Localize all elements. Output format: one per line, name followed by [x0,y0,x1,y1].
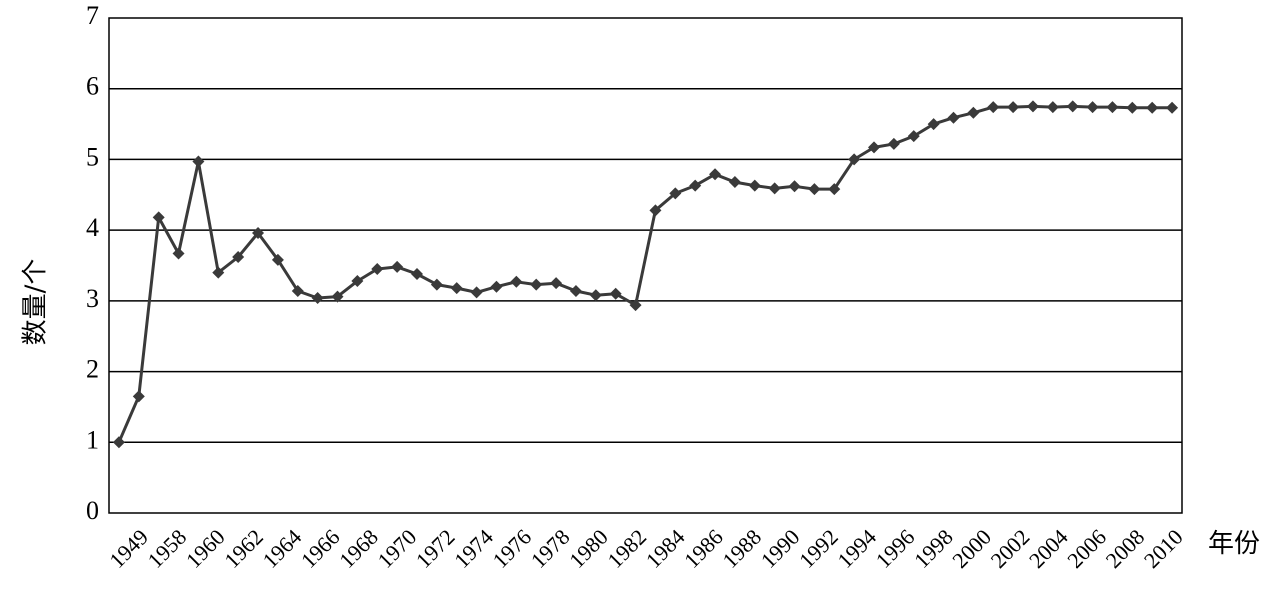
data-point [490,280,503,293]
data-point [887,137,900,150]
x-tick-label: 1949 [104,524,153,573]
data-point [987,101,1000,114]
data-point [868,141,881,154]
data-point [569,284,582,297]
y-tick-label: 5 [86,142,99,171]
data-point [550,277,563,290]
y-tick-label: 1 [86,425,99,454]
data-point [291,284,304,297]
x-tick-label: 1964 [258,524,307,573]
x-axis-label: 年份 [1208,529,1260,559]
series-line [117,104,1173,443]
data-point [1086,101,1099,114]
data-point [351,275,364,288]
data-point [788,180,801,193]
data-point [748,179,761,192]
x-tick-label: 1996 [871,524,920,573]
x-tick-label: 1998 [909,524,958,573]
x-tick-label: 1968 [334,524,383,573]
data-point [907,130,920,143]
data-point [828,183,841,196]
y-tick-label: 4 [86,213,99,242]
plot-frame [108,17,1183,514]
x-tick-label: 2006 [1062,524,1111,573]
data-point [391,260,404,273]
data-point [470,286,483,299]
data-point [768,182,781,195]
data-point [947,111,960,124]
y-tick-label: 6 [86,72,99,101]
data-point [629,299,642,312]
data-point [1106,101,1119,114]
data-point [728,176,741,189]
y-tick-label: 0 [86,496,99,525]
data-point [530,278,543,291]
x-tick-label: 1976 [487,524,536,573]
gridlines [109,87,1182,444]
data-point [1066,100,1079,113]
data-point [609,287,622,300]
data-point [371,263,384,276]
data-point [252,226,265,239]
data-point [927,118,940,131]
y-tick-label: 3 [86,284,99,313]
x-tick-label: 2002 [986,524,1035,573]
data-point [967,106,980,119]
data-point [152,211,165,224]
x-tick-label: 1962 [219,524,268,573]
x-tick-label: 2000 [947,524,996,573]
x-tick-label: 1978 [526,524,575,573]
data-point [212,266,225,279]
data-point [192,155,205,168]
data-point [172,247,185,260]
data-point [1126,101,1139,114]
x-tick-label: 2008 [1101,524,1150,573]
data-point [430,278,443,291]
data-point [1146,101,1159,114]
series-group [112,100,1179,449]
x-tick-label: 1986 [679,524,728,573]
data-point [271,253,284,266]
x-tick-label: 2010 [1139,524,1188,573]
data-point [1026,100,1039,113]
data-point [410,267,423,280]
data-point [331,290,344,303]
data-point [649,204,662,217]
y-tick-label: 7 [86,1,99,30]
x-tick-label: 1974 [449,524,498,573]
data-point [689,179,702,192]
x-tick-label: 1958 [143,524,192,573]
data-point [709,168,722,181]
y-tick-label: 2 [86,355,99,384]
x-axis-ticks: 1949195819601962196419661968197019721974… [104,524,1187,573]
data-point [510,275,523,288]
data-point [132,390,145,403]
x-tick-label: 1990 [756,524,805,573]
y-axis-ticks: 0 1 2 3 4 5 6 7 [86,1,99,525]
x-tick-label: 1960 [181,524,230,573]
data-point [848,153,861,166]
x-tick-label: 1994 [832,524,881,573]
x-tick-label: 1988 [717,524,766,573]
data-point [450,282,463,295]
data-point [808,183,821,196]
x-tick-label: 2004 [1024,524,1073,573]
x-tick-label: 1966 [296,524,345,573]
data-point [669,187,682,200]
y-axis-label: 数量/个 [21,259,51,346]
x-tick-label: 1992 [794,524,843,573]
data-point [589,289,602,302]
data-point [232,251,245,264]
x-tick-label: 1980 [564,524,613,573]
x-tick-label: 1972 [411,524,460,573]
data-point [311,292,324,305]
x-tick-label: 1970 [372,524,421,573]
data-point [1007,101,1020,114]
data-point [1166,101,1179,114]
data-point [112,436,125,449]
data-point [1046,101,1059,114]
x-tick-label: 1982 [602,524,651,573]
x-tick-label: 1984 [641,524,690,573]
